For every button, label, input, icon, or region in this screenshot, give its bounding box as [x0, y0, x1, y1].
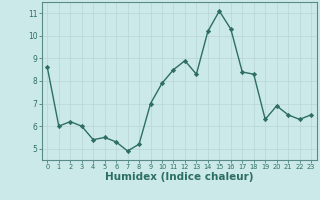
- X-axis label: Humidex (Indice chaleur): Humidex (Indice chaleur): [105, 172, 253, 182]
